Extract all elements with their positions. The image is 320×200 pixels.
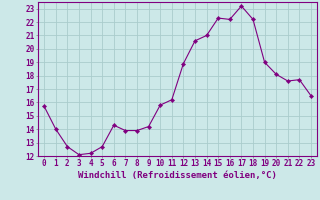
X-axis label: Windchill (Refroidissement éolien,°C): Windchill (Refroidissement éolien,°C) — [78, 171, 277, 180]
